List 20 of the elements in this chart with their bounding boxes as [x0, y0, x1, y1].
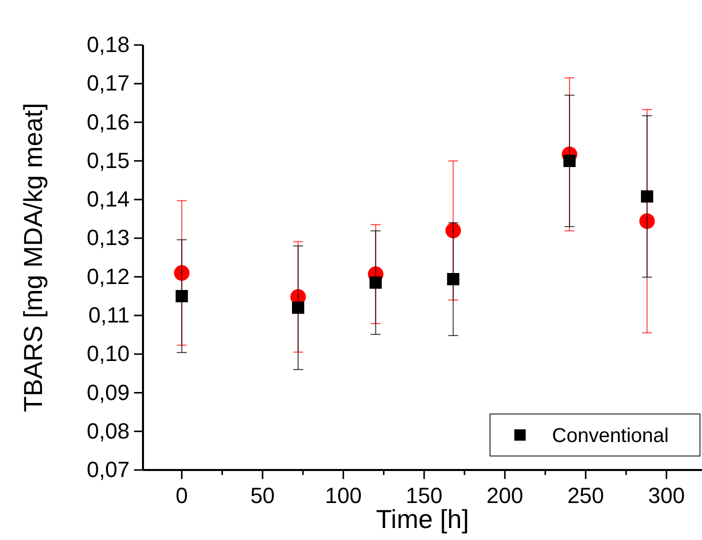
y-axis-title: TBARS [mg MDA/kg meat] [18, 102, 48, 412]
y-tick-label: 0,15 [86, 148, 130, 173]
y-tick-label: 0,13 [86, 225, 130, 250]
y-tick-label: 0,09 [86, 380, 130, 405]
x-tick-label: 250 [567, 483, 604, 508]
x-tick-label: 300 [648, 483, 685, 508]
y-tick-label: 0,11 [88, 302, 130, 328]
x-tick-label: 100 [324, 483, 362, 508]
y-tick-label: 0,16 [86, 109, 130, 134]
y-tick-label: 0,07 [86, 457, 130, 482]
y-tick-label: 0,10 [86, 341, 130, 366]
y-tick-label: 0,18 [86, 32, 130, 58]
y-tick-label: 0,14 [86, 186, 130, 212]
y-tick-label: 0,12 [86, 264, 130, 289]
x-tick-label: 200 [486, 483, 524, 508]
x-tick-label: 50 [250, 483, 275, 508]
y-tick-label: 0,08 [86, 418, 130, 444]
y-tick-label: 0,17 [86, 70, 130, 96]
x-tick-label: 0 [176, 483, 188, 508]
legend-label: Conventional [552, 425, 669, 447]
